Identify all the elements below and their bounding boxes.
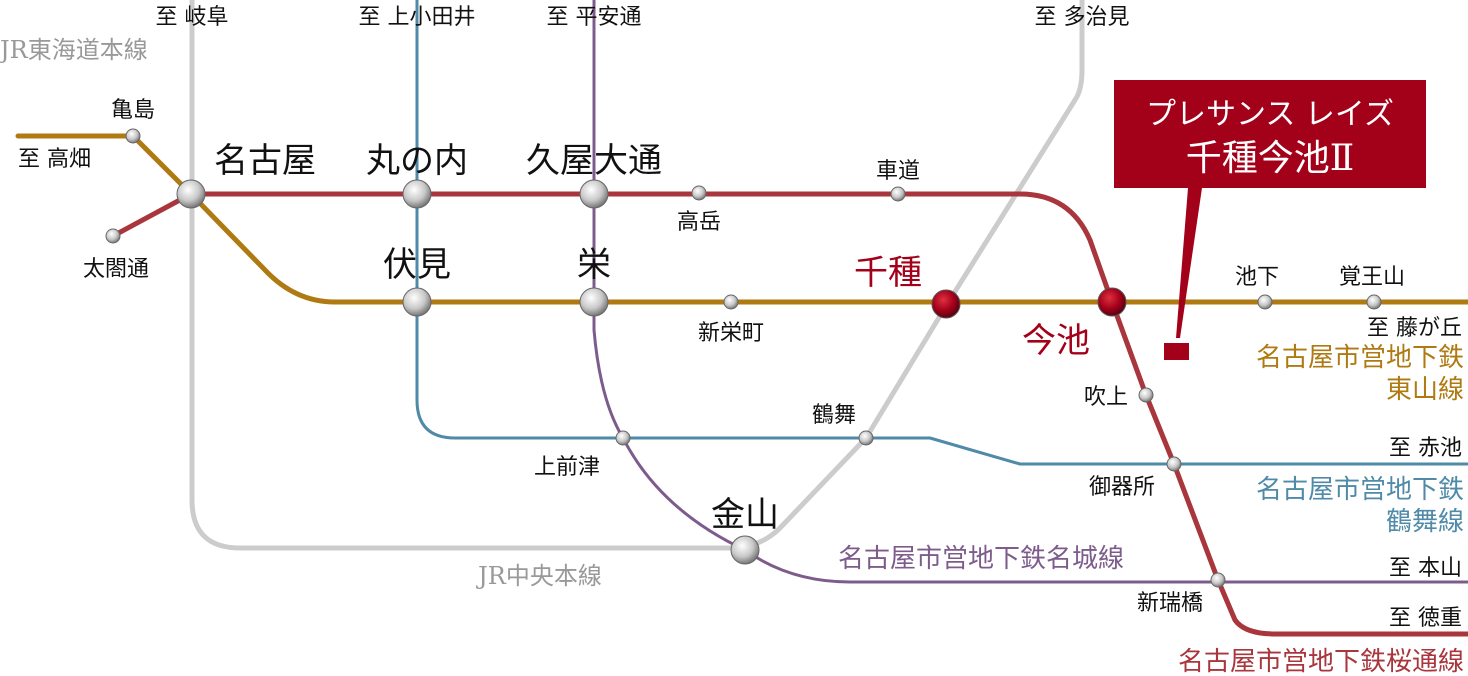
tsurumai-line <box>415 0 1468 466</box>
station-fushimi-marker[interactable] <box>402 287 432 317</box>
station-takaoka-label: 高岳 <box>677 210 721 235</box>
direction-tajimi: 至 多治見 <box>1035 5 1130 30</box>
line-name-higashiyama-2: 東山線 <box>1386 375 1464 405</box>
line-name-jr-tokaido: JR東海道本線 <box>0 36 148 64</box>
station-marunouchi-marker[interactable] <box>402 179 432 209</box>
station-hisaya-odori-label: 久屋大通 <box>526 141 662 181</box>
direction-fujigaoka: 至 藤が丘 <box>1367 316 1462 341</box>
station-kanayama-marker[interactable] <box>730 535 760 565</box>
station-kameshima-label: 亀島 <box>111 98 155 123</box>
direction-motoyama: 至 本山 <box>1389 556 1462 581</box>
station-chikusa-label: 千種 <box>854 253 922 293</box>
station-taikodori-marker[interactable] <box>105 228 121 244</box>
station-sakae-marker[interactable] <box>579 287 609 317</box>
station-kakuozan-marker[interactable] <box>1366 294 1382 310</box>
station-hisaya-odori-marker[interactable] <box>579 179 609 209</box>
station-shinsakaemachi-marker[interactable] <box>723 294 739 310</box>
station-tsurumai-label: 鶴舞 <box>812 403 856 428</box>
direction-kamiotai: 至 上小田井 <box>359 5 476 30</box>
station-sakae-label: 栄 <box>577 245 611 285</box>
station-markers <box>105 128 1382 588</box>
line-name-sakuradori: 名古屋市営地下鉄桜通線 <box>1178 647 1464 676</box>
station-imaike-label: 今池 <box>1022 321 1090 361</box>
direction-takabata: 至 高畑 <box>18 147 91 172</box>
property-callout: プレサンス レイズ 千種今池Ⅱ <box>1114 80 1426 360</box>
station-shinsakaemachi-label: 新栄町 <box>698 321 764 346</box>
station-kakuozan-label: 覚王山 <box>1339 265 1405 290</box>
line-name-meijo: 名古屋市営地下鉄名城線 <box>838 544 1124 574</box>
station-marunouchi-label: 丸の内 <box>366 141 468 181</box>
line-name-higashiyama-1: 名古屋市営地下鉄 <box>1256 343 1464 373</box>
callout-line2: 千種今池Ⅱ <box>1186 138 1354 179</box>
station-fushimi-label: 伏見 <box>383 245 451 285</box>
station-fukiage-marker[interactable] <box>1138 387 1154 403</box>
direction-tokushige: 至 徳重 <box>1389 606 1462 631</box>
station-kurumamichi-marker[interactable] <box>890 186 906 202</box>
sakuradori-line <box>110 191 1468 637</box>
station-aratamabashi-label: 新瑞橋 <box>1137 591 1203 616</box>
property-location-marker <box>1164 343 1189 360</box>
direction-gifu: 至 岐阜 <box>156 5 229 30</box>
station-kameshima-marker[interactable] <box>125 128 141 144</box>
station-chikusa-marker[interactable] <box>931 289 961 319</box>
station-gokiso-marker[interactable] <box>1166 456 1182 472</box>
station-fukiage-label: 吹上 <box>1084 385 1128 410</box>
station-kurumamichi-label: 車道 <box>876 159 920 184</box>
station-ikeshita-label: 池下 <box>1235 265 1279 290</box>
station-kamimaezu-label: 上前津 <box>534 455 600 480</box>
line-name-tsurumai-2: 鶴舞線 <box>1386 507 1464 537</box>
station-takaoka-marker[interactable] <box>691 185 707 201</box>
station-nagoya-marker[interactable] <box>176 179 206 209</box>
station-imaike-marker[interactable] <box>1097 287 1127 317</box>
station-taikodori-label: 太閤通 <box>83 257 149 282</box>
jr-chuo-line <box>189 0 1085 551</box>
station-aratamabashi-marker[interactable] <box>1210 572 1226 588</box>
station-kamimaezu-marker[interactable] <box>615 430 631 446</box>
higashiyama-line <box>15 133 1468 305</box>
callout-line1: プレサンス レイズ <box>1146 97 1394 132</box>
station-nagoya-label: 名古屋 <box>214 141 316 181</box>
station-ikeshita-marker[interactable] <box>1257 294 1273 310</box>
station-kanayama-label: 金山 <box>711 495 779 535</box>
station-tsurumai-marker[interactable] <box>858 430 874 446</box>
line-name-tsurumai-1: 名古屋市営地下鉄 <box>1256 475 1464 505</box>
meijo-line <box>592 0 1468 584</box>
line-name-jr-chuo: JR中央本線 <box>475 562 602 590</box>
direction-heiandori: 至 平安通 <box>547 5 642 30</box>
direction-akaike: 至 赤池 <box>1389 436 1462 461</box>
station-gokiso-label: 御器所 <box>1089 475 1155 500</box>
